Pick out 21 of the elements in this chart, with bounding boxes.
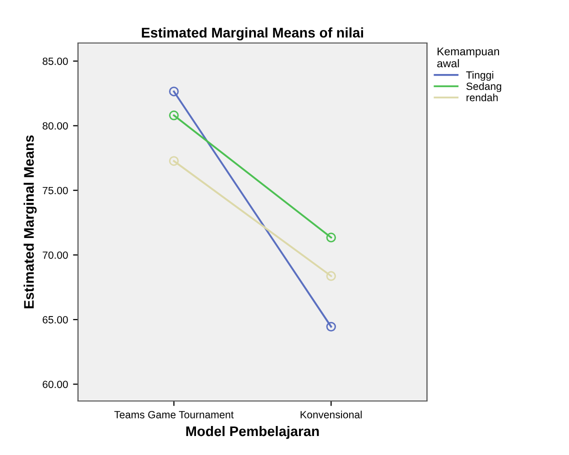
point: [326, 322, 336, 332]
point: [169, 110, 179, 120]
y-axis-title: Estimated Marginal Means: [24, 135, 37, 308]
x-tick-label: Konvensional: [300, 410, 362, 418]
point: [169, 156, 179, 166]
legend-label: rendah: [466, 94, 498, 102]
legend-label: Tinggi: [466, 71, 494, 81]
y-tick-label: 75.00: [42, 186, 68, 194]
y-tick-label: 80.00: [42, 122, 68, 130]
point: [326, 271, 336, 281]
legend-label: Sedang: [466, 82, 502, 92]
legend-title: Kemampuan awal: [437, 48, 500, 68]
y-tick-label: 60.00: [42, 380, 68, 388]
x-axis-title: Model Pembelajaran: [186, 426, 319, 439]
y-tick-label: 85.00: [42, 58, 68, 65]
x-tick-label: Teams Game Tournament: [114, 410, 234, 418]
chart-title: Estimated Marginal Means of nilai: [142, 27, 364, 40]
point: [169, 86, 179, 96]
y-tick-label: 70.00: [42, 251, 68, 259]
point: [326, 232, 336, 242]
y-tick-label: 65.00: [42, 316, 68, 324]
